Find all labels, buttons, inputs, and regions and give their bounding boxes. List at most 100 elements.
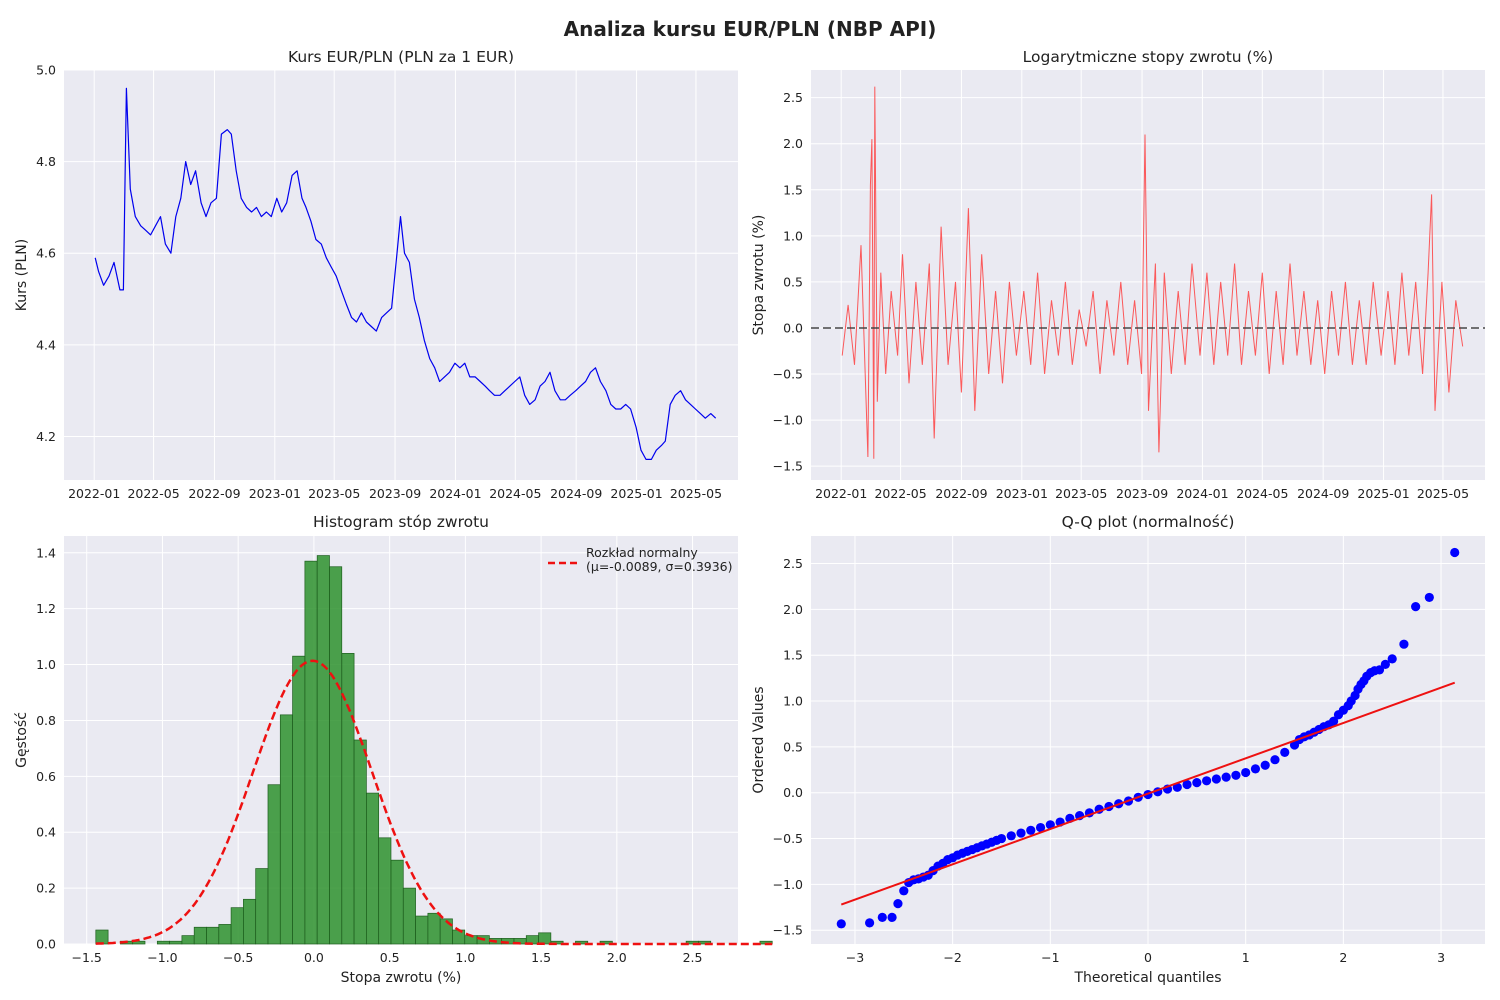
rate-chart-title: Kurs EUR/PLN (PLN za 1 EUR): [288, 48, 514, 66]
histogram-bar: [169, 940, 183, 945]
histogram-bar: [316, 555, 330, 945]
rate-x-tick-label: 2023-01: [249, 486, 301, 501]
qq-point: [1202, 776, 1212, 786]
returns-y-tick-label: 0.0: [783, 320, 803, 335]
histogram-bar: [427, 912, 441, 945]
legend-label-params: (μ=-0.0089, σ=0.3936): [586, 559, 733, 574]
histogram-y-tick-label: 0.8: [36, 713, 56, 728]
returns-chart-title: Logarytmiczne stopy zwrotu (%): [1023, 48, 1274, 66]
rate-chart-series: [94, 87, 717, 460]
returns-x-tick-label: 2023-01: [996, 486, 1048, 501]
qq-point: [877, 912, 887, 923]
histogram-chart-grid: [64, 536, 738, 945]
qq-point: [1374, 665, 1385, 675]
histogram-legend: Rozkład normalny (μ=-0.0089, σ=0.3936): [548, 545, 733, 574]
returns-series-line: [841, 86, 1464, 459]
qq-chart-xlabel: Theoretical quantiles: [1073, 970, 1221, 986]
histogram-bar: [366, 792, 380, 945]
histogram-bar: [193, 926, 207, 945]
histogram-chart: Histogram stóp zwrotu −1.5 −1.0 −0.5 0.0 0.5…: [14, 513, 773, 986]
qq-point: [1231, 770, 1241, 780]
rate-chart-ylabel: Kurs (PLN): [14, 239, 30, 312]
rate-x-tick-label: 2024-09: [550, 486, 602, 501]
returns-x-tick-label: 2025-01: [1357, 486, 1409, 501]
rate-x-tick-label: 2023-05: [308, 486, 360, 501]
qq-point: [1260, 760, 1270, 770]
histogram-bar: [230, 907, 244, 945]
qq-point: [1016, 828, 1026, 838]
histogram-bar: [550, 940, 564, 945]
histogram-bar: [304, 560, 318, 945]
returns-x-tick-label: 2024-01: [1176, 486, 1228, 501]
returns-y-tick-label: 1.0: [783, 228, 803, 243]
qq-point: [1192, 778, 1202, 788]
histogram-x-tick-label: 1.5: [531, 950, 551, 965]
rate-y-tick-label: 4.8: [36, 154, 56, 169]
histogram-bar: [218, 924, 232, 945]
histogram-y-tick-label: 1.0: [36, 657, 56, 672]
histogram-y-tick-label: 0.4: [36, 825, 56, 840]
returns-chart-ylabel: Stopa zwrotu (%): [751, 215, 767, 336]
qq-chart-marks: [836, 547, 1460, 929]
histogram-chart-y-ticks: 0.0 0.2 0.4 0.6 0.8 1.0 1.2 1.4: [36, 545, 56, 951]
qq-point: [1399, 639, 1409, 649]
qq-point: [1328, 716, 1339, 726]
returns-x-tick-label: 2024-05: [1236, 486, 1288, 501]
qq-point: [1211, 774, 1221, 784]
rate-y-tick-label: 4.4: [36, 337, 56, 352]
rate-x-tick-label: 2022-05: [127, 486, 179, 501]
qq-chart-grid: [811, 536, 1485, 944]
qq-y-tick-label: 2.0: [783, 602, 803, 617]
qq-point: [1387, 654, 1397, 664]
qq-x-tick-label: −2: [943, 950, 961, 965]
rate-chart-grid: [64, 69, 738, 480]
histogram-bar: [279, 714, 293, 945]
qq-point: [1280, 747, 1290, 757]
qq-point: [1424, 592, 1434, 603]
histogram-bar: [156, 940, 170, 945]
returns-y-tick-label: 2.0: [783, 136, 803, 151]
rate-chart-plot-area: [64, 70, 738, 480]
returns-y-tick-label: 0.5: [783, 274, 803, 289]
histogram-chart-bars: [95, 555, 773, 946]
rate-chart: Kurs EUR/PLN (PLN za 1 EUR) 2022-01 2022-…: [14, 48, 738, 501]
histogram-y-tick-label: 1.4: [36, 545, 56, 560]
histogram-bar: [353, 739, 367, 945]
rate-x-tick-label: 2024-01: [429, 486, 481, 501]
qq-chart: Q-Q plot (normalność) −3 −2 −1 0 1 2 3 −1.5−1.…: [751, 513, 1485, 986]
returns-y-tick-label: 2.5: [783, 90, 803, 105]
rate-y-tick-label: 5.0: [36, 63, 56, 78]
rate-x-tick-label: 2022-09: [188, 486, 240, 501]
histogram-x-tick-label: 2.0: [607, 950, 627, 965]
histogram-chart-xlabel: Stopa zwrotu (%): [341, 970, 462, 986]
histogram-bar: [452, 929, 466, 945]
histogram-x-tick-label: −0.5: [223, 950, 253, 965]
returns-x-tick-label: 2022-01: [815, 486, 867, 501]
qq-y-tick-label: −1.0: [773, 877, 803, 892]
histogram-x-tick-label: −1.5: [72, 950, 102, 965]
histogram-x-tick-label: 1.0: [455, 950, 475, 965]
returns-y-tick-label: −1.0: [773, 413, 803, 428]
histogram-chart-title: Histogram stóp zwrotu: [313, 513, 489, 531]
histogram-bar: [575, 940, 589, 945]
qq-point: [1250, 764, 1261, 774]
qq-point: [893, 899, 903, 909]
qq-x-tick-label: 0: [1144, 950, 1152, 965]
returns-chart-x-ticks: 2022-01 2022-05 2022-09 2023-01 2023-05 2023-…: [815, 486, 1469, 501]
histogram-y-tick-label: 0.0: [36, 937, 56, 952]
returns-chart-series: [811, 86, 1485, 459]
qq-point: [1241, 767, 1251, 778]
histogram-bar: [181, 935, 195, 945]
qq-chart-ylabel: Ordered Values: [751, 686, 767, 793]
returns-chart-plot-area: [811, 70, 1485, 480]
qq-point: [899, 886, 909, 896]
rate-chart-y-ticks: 4.2 4.4 4.6 4.8 5.0: [36, 63, 56, 444]
qq-point: [1182, 779, 1192, 790]
qq-y-tick-label: 1.5: [783, 648, 803, 663]
returns-x-tick-label: 2023-05: [1055, 486, 1107, 501]
legend-label-normal: Rozkład normalny: [586, 545, 698, 560]
qq-point: [1035, 822, 1046, 833]
histogram-bar: [329, 566, 343, 945]
rate-chart-x-ticks: 2022-01 2022-05 2022-09 2023-01 2023-05 2023-…: [68, 486, 722, 501]
histogram-bar: [243, 898, 257, 945]
